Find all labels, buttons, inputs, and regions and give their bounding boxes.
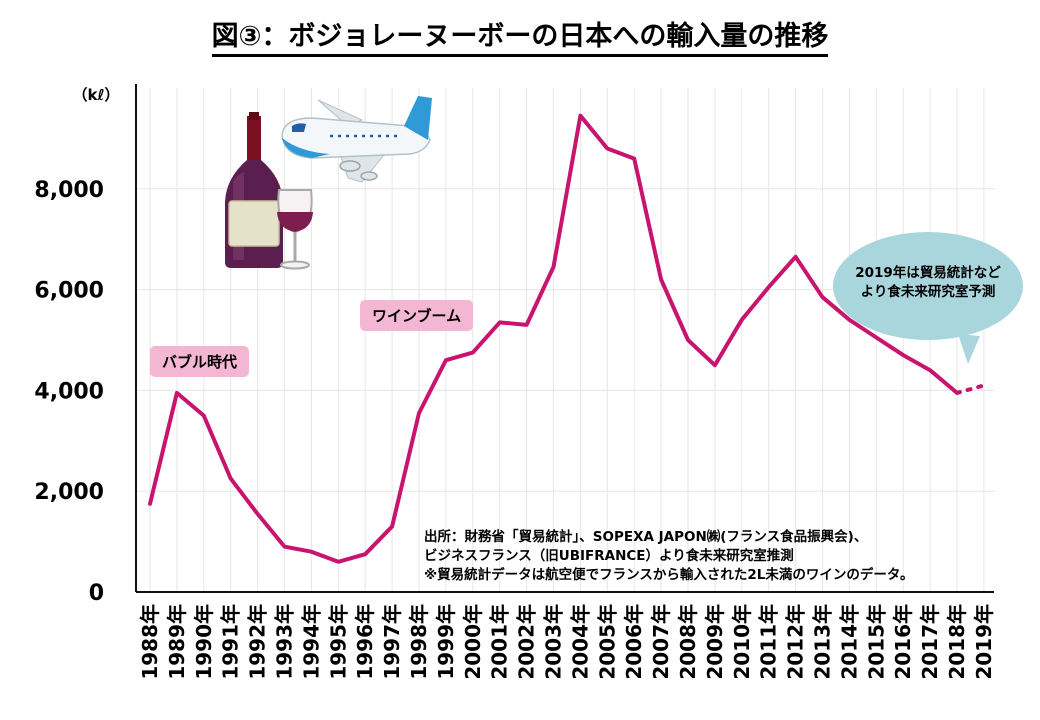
x-tick-label: 2018年	[945, 604, 969, 680]
x-tick-label: 2000年	[461, 604, 485, 680]
x-tick-labels: 1988年 1989年 1990年 1991年 1992年 1993年 1994年 1995年…	[138, 604, 996, 680]
x-tick-label: 2007年	[649, 604, 673, 680]
data-series	[148, 113, 986, 564]
x-tick-label: 2012年	[784, 604, 808, 680]
x-tick-label: 2006年	[622, 604, 646, 680]
wine-glass-icon	[277, 189, 313, 270]
x-tick-label: 2005年	[595, 604, 619, 680]
x-tick-label: 1988年	[138, 604, 162, 680]
forecast-note: 2019年は貿易統計など より食未来研究室予測	[836, 264, 1020, 302]
x-tick-label: 2003年	[542, 604, 566, 680]
source-line3: ※貿易統計データは航空便でフランスから輸入された2L未満のワインのデータ。	[424, 567, 914, 583]
x-tick-label: 2010年	[730, 604, 754, 680]
x-tick-label: 1992年	[246, 604, 270, 680]
x-tick-label: 1994年	[299, 604, 323, 680]
x-tick-label: 2015年	[864, 604, 888, 680]
chart-title: 図③：ボジョレーヌーボーの日本への輸入量の推移	[0, 14, 1040, 57]
x-tick-label: 1989年	[165, 604, 189, 680]
x-tick-label: 2004年	[568, 604, 592, 680]
x-tick-label: 1991年	[219, 604, 243, 680]
x-tick-label: 1993年	[273, 604, 297, 680]
forecast-line	[955, 383, 986, 395]
y-tick-label: 0	[89, 581, 104, 606]
forecast-speech-bubble	[833, 232, 1023, 364]
x-tick-label: 2001年	[488, 604, 512, 680]
y-tick-label: 4,000	[34, 379, 104, 404]
forecast-note-line2: より食未来研究室予測	[860, 284, 996, 300]
wine-boom-tag: ワインブーム	[360, 300, 474, 331]
y-tick-label: 2,000	[34, 480, 104, 505]
source-note: 出所：財務省「貿易統計」、SOPEXA JAPON㈱(フランス食品振興会)、 ビ…	[424, 528, 913, 585]
axes: （kℓ）	[72, 84, 994, 593]
y-axis-unit-label: （kℓ）	[72, 86, 119, 104]
x-tick-label: 2008年	[676, 604, 700, 680]
source-line1: 出所：財務省「貿易統計」、SOPEXA JAPON㈱(フランス食品振興会)、	[424, 529, 868, 545]
x-tick-label: 2014年	[837, 604, 861, 680]
x-tick-label: 1998年	[407, 604, 431, 680]
y-tick-label: 6,000	[34, 279, 104, 304]
x-tick-label: 1990年	[192, 604, 216, 680]
y-tick-labels: 0 2,000 4,000 6,000 8,000	[34, 178, 104, 606]
x-tick-label: 2013年	[811, 604, 835, 680]
x-tick-label: 2017年	[918, 604, 942, 680]
x-tick-label: 2019年	[972, 604, 996, 680]
bubble-period-tag: バブル時代	[150, 346, 250, 377]
x-tick-label: 1997年	[380, 604, 404, 680]
x-tick-label: 2016年	[891, 604, 915, 680]
forecast-note-line1: 2019年は貿易統計など	[855, 265, 1001, 281]
x-tick-label: 1996年	[353, 604, 377, 680]
y-tick-label: 8,000	[34, 178, 104, 203]
source-line2: ビジネスフランス（旧UBIFRANCE）より食未来研究室推測	[424, 548, 794, 564]
x-tick-label: 2011年	[757, 604, 781, 680]
wine-bottle-icon	[225, 112, 283, 268]
x-tick-label: 1995年	[326, 604, 350, 680]
x-tick-label: 2009年	[703, 604, 727, 680]
x-tick-label: 2002年	[515, 604, 539, 680]
airplane-icon	[281, 96, 432, 183]
import-volume-line	[148, 113, 959, 564]
x-tick-label: 1999年	[434, 604, 458, 680]
